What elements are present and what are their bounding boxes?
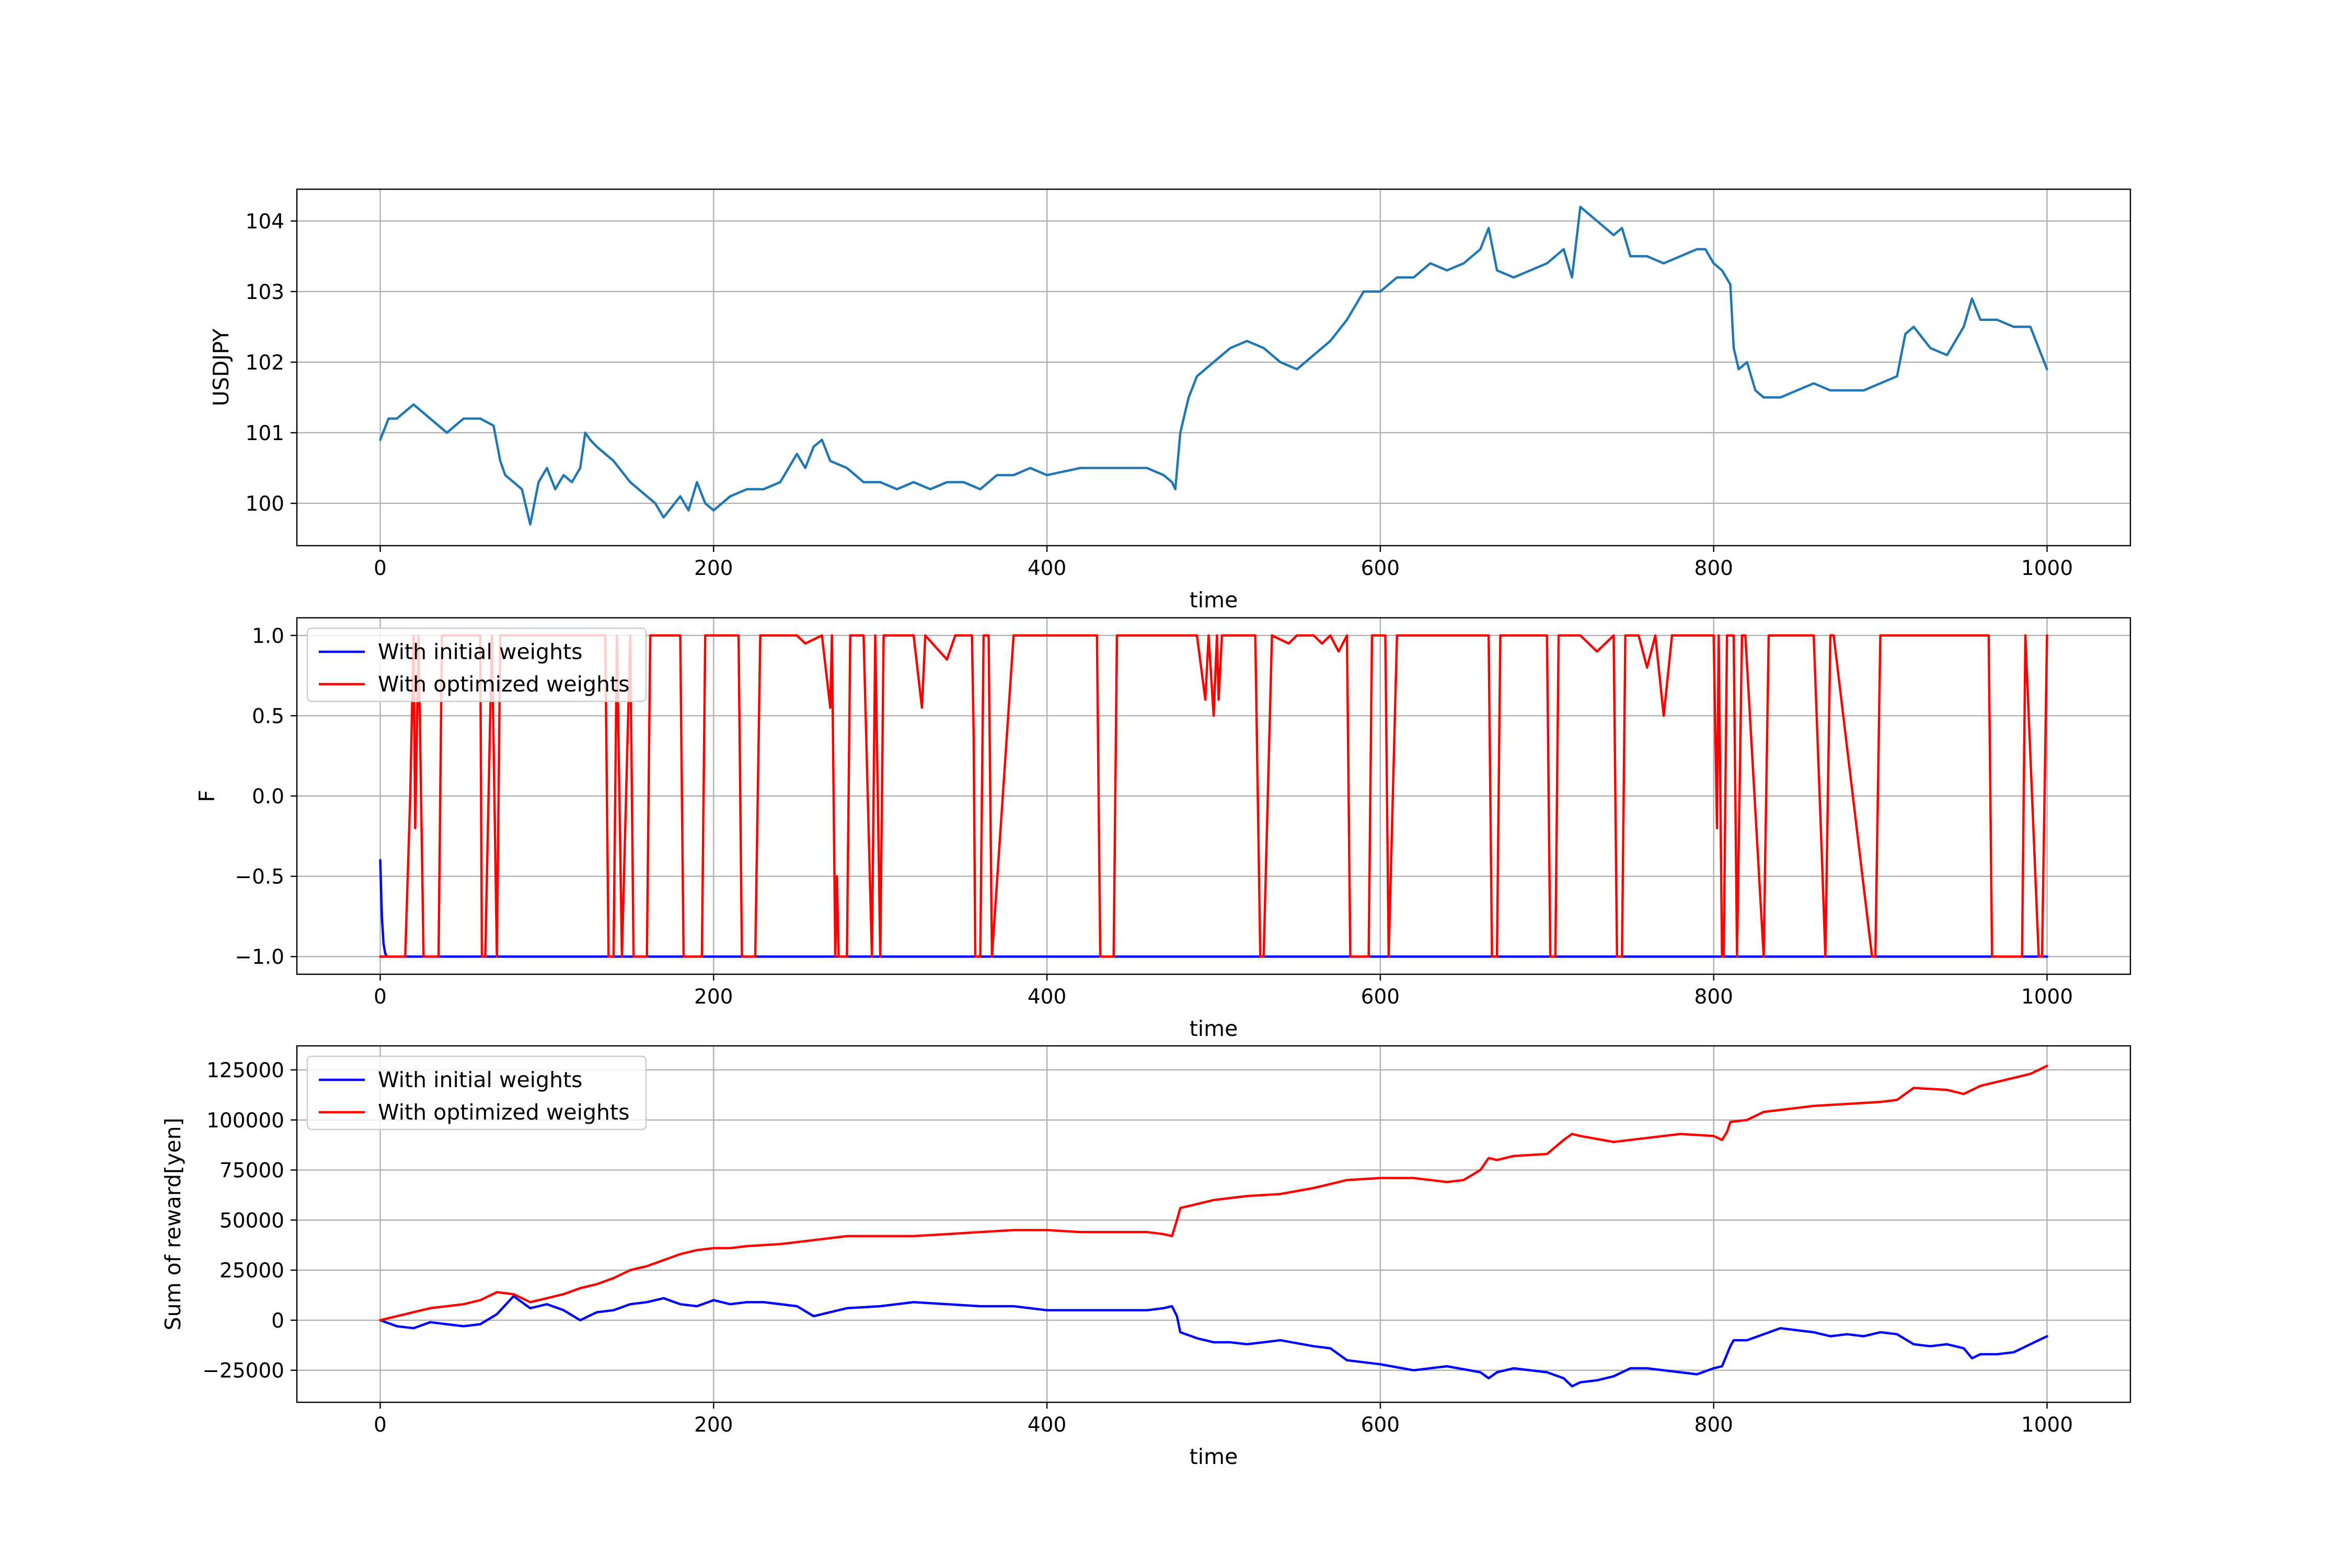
legend: With initial weights With optimized weigh… (306, 1055, 647, 1131)
axes-frame (296, 1045, 2131, 1403)
subplot-position: 0 200 400 600 800 1000 −1.0 −0.5 0.0 0.5 1.0 time F W… (194, 617, 2131, 1041)
y-tick-label: 125000 (206, 1059, 284, 1082)
x-tick-label: 1000 (2021, 985, 2073, 1009)
series-line-0 (379, 205, 2048, 526)
y-axis-label: Sum of reward[yen] (160, 1118, 186, 1331)
y-tick-label: 25000 (220, 1259, 284, 1283)
y-tick-label: 100000 (206, 1109, 284, 1133)
y-tick-label: 0.5 (252, 705, 284, 728)
series-group (379, 1065, 2048, 1388)
y-axis-label: F (194, 790, 220, 802)
x-tick-label: 1000 (2021, 1413, 2073, 1437)
y-tick-label: 0.0 (252, 785, 284, 809)
legend-label: With optimized weights (378, 1100, 629, 1125)
x-tick-label: 0 (374, 557, 387, 580)
x-axis-label: time (1190, 1016, 1238, 1041)
x-axis-label: time (1190, 1444, 1238, 1469)
subplot-reward: 0 200 400 600 800 1000 −25000 0 25000 50000 75000 1… (160, 1045, 2131, 1469)
x-axis-label: time (1190, 587, 1238, 613)
x-tick-label: 400 (1028, 1413, 1066, 1437)
x-tick-label: 600 (1361, 557, 1400, 580)
series-group (379, 634, 2048, 958)
y-axis-label: USDJPY (209, 328, 234, 407)
x-tick-label: 1000 (2021, 557, 2073, 580)
y-tick-label: 100 (246, 492, 284, 516)
subplots: 0 200 400 600 800 1000 100 101 102 103 104 time USDJ… (160, 188, 2131, 1469)
legend-box (306, 1055, 647, 1131)
y-tick-label: 104 (246, 210, 284, 234)
y-tick-label: 1.0 (252, 625, 284, 648)
y-tick-label: 102 (246, 351, 284, 375)
x-tick-label: 200 (694, 557, 733, 580)
x-tick-label: 200 (694, 1413, 733, 1437)
series-group (379, 205, 2048, 526)
x-tick-label: 200 (694, 985, 733, 1009)
x-tick-label: 800 (1694, 557, 1733, 580)
legend-label: With initial weights (378, 639, 583, 664)
legend-label: With initial weights (378, 1067, 583, 1092)
legend-box (306, 627, 647, 702)
y-tick-label: −25000 (202, 1359, 284, 1383)
subplot-usdjpy: 0 200 400 600 800 1000 100 101 102 103 104 time USDJ… (209, 188, 2131, 613)
y-tick-label: −1.0 (235, 946, 284, 969)
legend-label: With optimized weights (378, 672, 629, 697)
axes-frame (296, 188, 2131, 547)
series-line-0 (379, 1295, 2048, 1388)
legend: With initial weights With optimized weigh… (306, 627, 647, 702)
x-tick-label: 800 (1694, 1413, 1733, 1437)
x-tick-label: 600 (1361, 985, 1400, 1009)
x-tick-label: 0 (374, 1413, 387, 1437)
x-tick-label: 400 (1028, 985, 1066, 1009)
x-tick-label: 800 (1694, 985, 1733, 1009)
x-tick-label: 0 (374, 985, 387, 1009)
y-tick-label: 75000 (220, 1159, 284, 1183)
y-tick-label: 50000 (220, 1209, 284, 1232)
y-tick-label: 0 (271, 1309, 284, 1333)
y-tick-label: −0.5 (235, 866, 284, 889)
x-tick-label: 600 (1361, 1413, 1400, 1437)
x-tick-label: 400 (1028, 557, 1066, 580)
series-line-1 (379, 1065, 2048, 1322)
series-line-1 (379, 634, 2048, 958)
y-tick-label: 103 (246, 281, 284, 304)
y-tick-label: 101 (246, 422, 284, 445)
